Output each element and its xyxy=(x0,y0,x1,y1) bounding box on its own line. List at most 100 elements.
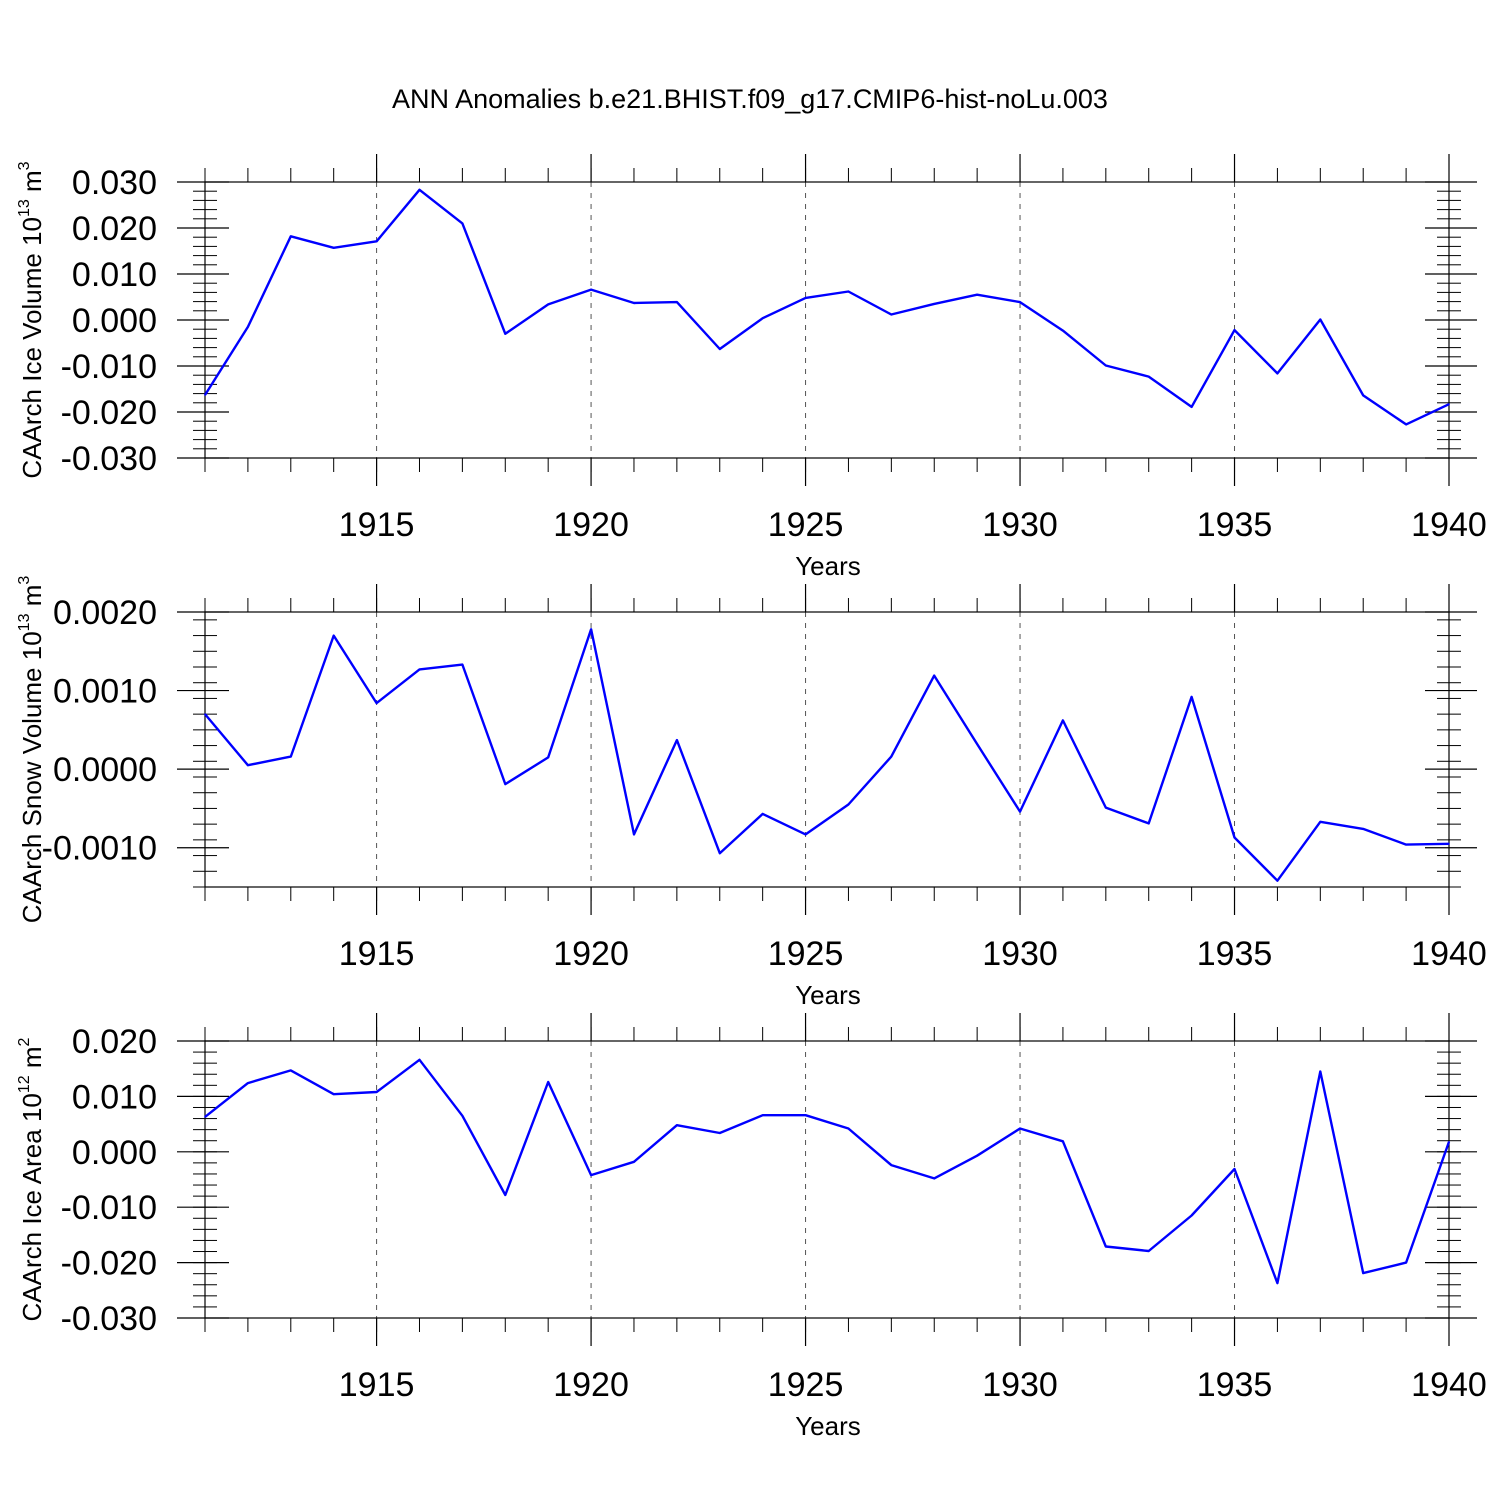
data-point xyxy=(1062,329,1064,332)
data-point xyxy=(1190,1214,1193,1217)
y-axis-title-exponent: 12 xyxy=(16,1075,33,1093)
data-point xyxy=(890,313,893,316)
data-point xyxy=(547,303,549,306)
data-point xyxy=(804,833,807,836)
x-tick-label: 1920 xyxy=(553,506,629,544)
data-point xyxy=(332,246,335,249)
y-tick-label: 0.020 xyxy=(72,210,157,248)
data-point xyxy=(676,739,678,741)
y-axis-title-text: CAArch Snow Volume 10 xyxy=(17,631,47,923)
data-point xyxy=(1362,394,1365,397)
data-point xyxy=(976,293,978,296)
x-tick-label: 1930 xyxy=(982,1366,1058,1404)
panel-ice-volume: 1915 1920 1925 1930 1935 1940 0.030 0.020 0.010 0… xyxy=(16,154,1487,581)
y-axis-title: CAArch Snow Volume 1013 m3 xyxy=(16,576,47,924)
y-tick-label: -0.020 xyxy=(61,394,157,432)
y-tick-label: 0.0010 xyxy=(53,673,157,711)
x-tick-label: 1935 xyxy=(1197,935,1273,973)
y-tick-label: 0.0000 xyxy=(53,751,157,789)
data-point xyxy=(890,755,893,758)
data-point xyxy=(1105,364,1107,367)
data-point xyxy=(633,302,635,304)
x-tick-label: 1935 xyxy=(1197,506,1273,544)
data-point xyxy=(804,1114,807,1117)
data-point xyxy=(1190,406,1193,408)
data-point xyxy=(1362,828,1365,830)
data-point xyxy=(1190,696,1193,698)
y-tick-label: 0.0020 xyxy=(53,594,157,632)
data-point xyxy=(1105,806,1107,809)
series-line-ice-area xyxy=(204,1058,1451,1285)
x-tick-label: 1915 xyxy=(339,506,415,544)
panel-snow-volume: 1915 1920 1925 1930 1935 1940 0.0020 0.0010 0.00… xyxy=(16,576,1487,1010)
y-axis-title-unit-exponent: 3 xyxy=(16,576,33,585)
series-line-snow-volume xyxy=(204,628,1450,882)
data-point xyxy=(375,1091,378,1093)
data-point xyxy=(289,235,292,238)
data-point xyxy=(590,1174,592,1176)
x-axis-title: Years xyxy=(795,980,861,1010)
y-tick-label: -0.020 xyxy=(61,1245,157,1283)
data-point xyxy=(1019,810,1021,813)
data-point xyxy=(633,1160,635,1163)
series-line-ice-volume xyxy=(203,188,1450,426)
data-point xyxy=(418,1059,421,1061)
data-point xyxy=(1276,1282,1279,1284)
data-point xyxy=(890,1164,893,1166)
y-axis-title-unit-exponent: 3 xyxy=(16,161,33,170)
y-axis-title: CAArch Ice Area 1012 m2 xyxy=(16,1037,47,1321)
data-point xyxy=(1319,318,1322,321)
x-axis-title: Years xyxy=(795,551,861,581)
x-tick-label: 1940 xyxy=(1411,506,1487,544)
data-point xyxy=(504,783,507,785)
data-point xyxy=(1405,423,1407,426)
data-point xyxy=(804,297,807,299)
data-point xyxy=(718,1132,721,1134)
data-point xyxy=(676,1124,678,1127)
y-axis-title-exponent: 13 xyxy=(16,613,33,631)
x-axis-title: Years xyxy=(795,1411,861,1441)
x-tick-label: 1915 xyxy=(339,935,415,973)
data-point xyxy=(1019,301,1021,303)
data-point xyxy=(461,1114,464,1117)
y-tick-label: -0.030 xyxy=(61,1300,157,1338)
y-axis-title: CAArch Ice Volume 1013 m3 xyxy=(16,161,47,478)
data-point xyxy=(1147,375,1150,378)
data-point xyxy=(547,756,549,759)
data-point xyxy=(1362,1272,1365,1274)
data-point xyxy=(1062,719,1064,722)
data-point xyxy=(1233,329,1236,331)
x-tick-label: 1920 xyxy=(553,1366,629,1404)
data-point xyxy=(204,1116,206,1118)
y-axis-title-unit: m xyxy=(17,585,47,614)
data-point xyxy=(761,813,764,815)
data-point xyxy=(204,394,206,396)
data-point xyxy=(847,803,850,806)
data-point xyxy=(1448,403,1450,405)
y-axis-title-exponent: 13 xyxy=(16,199,33,217)
y-tick-label: 0.020 xyxy=(72,1023,157,1061)
data-point xyxy=(1062,1140,1064,1143)
data-point xyxy=(976,1154,978,1157)
data-point xyxy=(375,702,378,704)
y-tick-label: -0.010 xyxy=(61,1189,157,1227)
data-point xyxy=(718,348,721,350)
data-point xyxy=(847,290,850,293)
y-axis-title-unit: m xyxy=(17,1046,47,1075)
x-tick-label: 1925 xyxy=(768,1366,844,1404)
y-tick-label: 0.000 xyxy=(72,1134,157,1172)
x-tick-label: 1920 xyxy=(553,935,629,973)
figure-title: ANN Anomalies b.e21.BHIST.f09_g17.CMIP6-… xyxy=(392,84,1108,114)
x-tick-label: 1930 xyxy=(982,506,1058,544)
y-axis-title-text: CAArch Ice Area 10 xyxy=(17,1093,47,1321)
y-tick-label: 0.000 xyxy=(72,302,157,340)
y-tick-label: 0.010 xyxy=(72,256,157,294)
plot-frame xyxy=(204,1040,1450,1319)
data-point xyxy=(504,1194,507,1196)
data-point xyxy=(1448,842,1450,845)
data-point xyxy=(1276,372,1279,375)
data-point xyxy=(1319,820,1322,823)
y-tick-label: 0.030 xyxy=(72,164,157,202)
y-tick-label: -0.0010 xyxy=(42,830,157,868)
x-tick-label: 1925 xyxy=(768,935,844,973)
